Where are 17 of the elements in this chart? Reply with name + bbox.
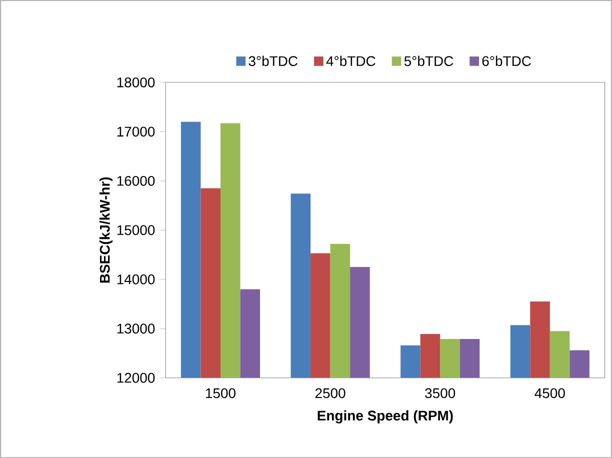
y-tick-label: 18000 xyxy=(117,77,155,88)
y-axis-title: BSEC(kJ/kW-hr) xyxy=(100,177,113,282)
x-tick-label: 2500 xyxy=(315,388,346,398)
x-tick-label: 4500 xyxy=(534,388,565,398)
x-tick-label: 3500 xyxy=(425,388,456,398)
legend-label: 5°bTDC xyxy=(404,56,454,66)
x-axis-title: Engine Speed (RPM) xyxy=(318,410,453,424)
legend-label: 6°bTDC xyxy=(482,56,531,66)
x-tick-label: 1500 xyxy=(206,388,236,398)
legend-label: 3°bTDC xyxy=(248,56,298,66)
y-tick-label: 12000 xyxy=(117,372,155,383)
y-tick-label: 17000 xyxy=(117,126,155,136)
y-tick-label: 15000 xyxy=(117,225,155,235)
y-tick-label: 16000 xyxy=(117,176,155,186)
y-tick-label: 13000 xyxy=(117,324,155,334)
y-tick-label: 14000 xyxy=(117,274,155,284)
legend-label: 4°bTDC xyxy=(326,56,376,66)
